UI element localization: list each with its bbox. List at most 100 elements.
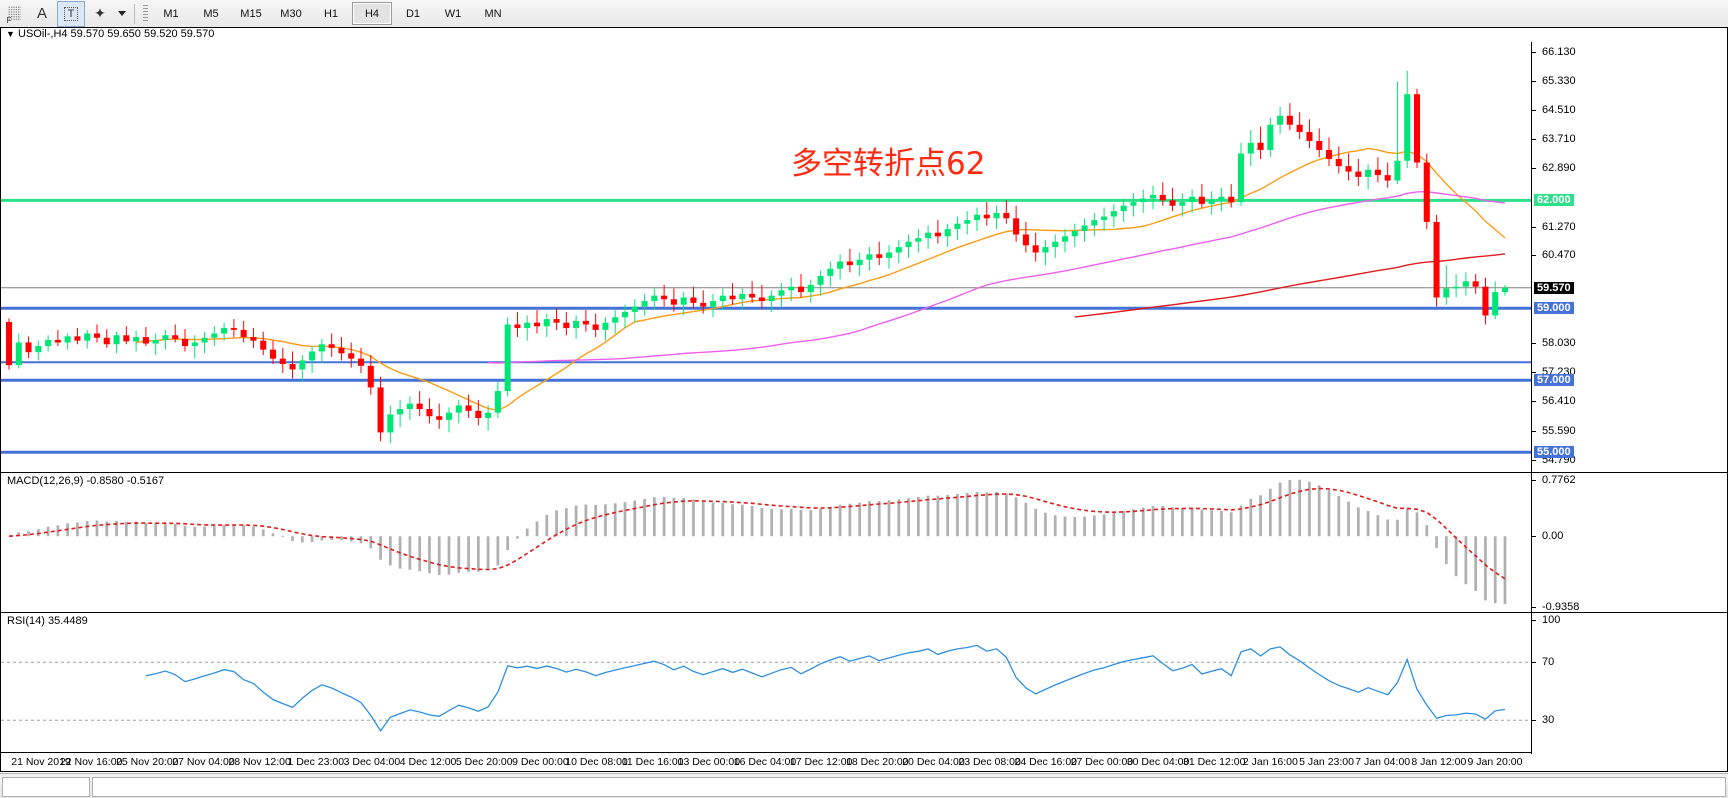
- rsi-axis-tick: [1532, 620, 1536, 621]
- price-axis-tick: [1532, 459, 1536, 461]
- price-axis-label: 60.470: [1542, 249, 1576, 262]
- time-axis-label: 4 Dec 12:00: [399, 756, 457, 768]
- level-tag-55[interactable]: 55.000: [1534, 446, 1574, 459]
- time-axis-label: 5 Jan 23:00: [1299, 756, 1354, 768]
- time-axis-label: 20 Dec 04:00: [902, 756, 965, 768]
- price-axis-tick: [1532, 371, 1536, 373]
- toolbar-grip[interactable]: [140, 2, 150, 26]
- chart-area[interactable]: ▼ USOil-,H4 59.570 59.650 59.520 59.570 …: [0, 27, 1728, 772]
- rsi-axis-label: 70: [1542, 656, 1555, 669]
- price-axis-tick: [1532, 343, 1536, 345]
- macd-axis-tick: [1532, 480, 1536, 481]
- time-axis-label: 16 Dec 04:00: [733, 756, 797, 768]
- price-axis-tick: [1532, 401, 1536, 403]
- price-axis-tick: [1532, 430, 1536, 432]
- time-axis-label: 23 Dec 08:00: [958, 756, 1021, 768]
- time-axis-label: 27 Dec 00:00: [1070, 756, 1134, 768]
- time-axis-label: 28 Nov 12:00: [228, 756, 291, 768]
- timeframe-group: M1 M5 M15 M30 H1 H4 D1 W1 MN: [151, 2, 513, 25]
- status-cell-main: [92, 777, 1726, 797]
- time-axis-label: 18 Dec 20:00: [846, 756, 909, 768]
- timeframe-m30[interactable]: M30: [280, 7, 302, 20]
- time-axis-label: 13 Dec 00:00: [677, 756, 741, 768]
- price-pane[interactable]: 66.130 65.330 64.510 63.710 62.890 61.270 60.4…: [1, 42, 1727, 472]
- time-axis[interactable]: 21 Nov 2019 22 Nov 16:00 25 Nov 20:00 27 No…: [1, 752, 1531, 771]
- price-axis-label: 58.030: [1542, 337, 1576, 350]
- time-axis-label: 10 Dec 08:00: [565, 756, 628, 768]
- status-bar: [0, 773, 1728, 798]
- rsi-plot[interactable]: [1, 613, 1531, 754]
- price-axis-label: 56.410: [1542, 395, 1576, 408]
- macd-axis-tick: [1532, 536, 1536, 538]
- price-axis-tick: [1532, 51, 1536, 53]
- time-axis-label: 30 Dec 04:00: [1126, 756, 1190, 768]
- price-axis-tick: [1532, 138, 1536, 140]
- last-price-tag[interactable]: 59.570: [1534, 281, 1574, 294]
- dropdown-caret-icon[interactable]: [115, 2, 129, 26]
- symbol-header: ▼ USOil-,H4 59.570 59.650 59.520 59.570: [1, 28, 1727, 42]
- rsi-title: RSI(14) 35.4489: [7, 615, 88, 627]
- symbol-header-text: USOil-,H4 59.570 59.650 59.520 59.570: [18, 28, 215, 40]
- timeframe-m5[interactable]: M5: [203, 7, 219, 20]
- price-axis-label: 64.510: [1542, 104, 1576, 116]
- text-label-icon[interactable]: A: [36, 5, 47, 22]
- timeframe-mn[interactable]: MN: [484, 7, 502, 20]
- time-axis-label: 22 Nov 16:00: [59, 756, 123, 768]
- level-tag-62[interactable]: 62.000: [1534, 194, 1574, 207]
- time-axis-label: 2 Jan 16:00: [1242, 756, 1298, 768]
- macd-title: MACD(12,26,9) -0.8580 -0.5167: [7, 475, 165, 487]
- rsi-axis-label: 30: [1542, 714, 1555, 727]
- time-axis-label: 9 Jan 20:00: [1467, 756, 1523, 768]
- time-axis-label: 27 Nov 04:00: [172, 756, 235, 768]
- price-axis-tick: [1532, 168, 1536, 170]
- macd-axis[interactable]: 0.7762 0.00 -0.9358: [1531, 473, 1727, 613]
- rsi-axis-tick: [1532, 662, 1536, 664]
- time-axis-label: 1 Dec 23:00: [287, 756, 345, 768]
- macd-axis-label: -0.9358: [1542, 600, 1580, 613]
- macd-axis-tick: [1532, 606, 1536, 608]
- price-axis-label: 65.330: [1542, 74, 1576, 87]
- chart-annotation: 多空转折点62: [791, 146, 986, 182]
- timeframe-m1[interactable]: M1: [163, 7, 179, 20]
- price-axis-label: 66.130: [1542, 45, 1576, 58]
- macd-pane[interactable]: MACD(12,26,9) -0.8580 -0.5167 0.7762 0.00…: [1, 472, 1727, 613]
- time-axis-label: 3 Dec 04:00: [343, 756, 401, 768]
- main-toolbar: F A T ✦ M1 M5 M15 M30 H1 H4 D1 W1 MN: [0, 0, 1728, 28]
- rsi-axis-label: 100: [1542, 614, 1561, 626]
- price-axis-tick: [1532, 226, 1536, 228]
- time-axis-label: 21 Nov 2019: [11, 756, 71, 768]
- time-axis-label: 11 Dec 16:00: [621, 756, 684, 768]
- collapse-icon[interactable]: ▼: [6, 29, 15, 39]
- text-box-icon[interactable]: T: [57, 0, 85, 27]
- timeframe-m15[interactable]: M15: [240, 7, 262, 20]
- price-axis-tick: [1532, 110, 1536, 111]
- rsi-axis-tick: [1532, 720, 1536, 722]
- toolbar-divider: [134, 3, 135, 24]
- rsi-axis[interactable]: 100 70 30: [1531, 613, 1727, 754]
- timeframe-d1[interactable]: D1: [405, 7, 421, 20]
- level-tag-59[interactable]: 59.000: [1534, 302, 1574, 315]
- macd-axis-label: 0.00: [1542, 530, 1564, 543]
- time-axis-label: 9 Dec 00:00: [512, 756, 569, 768]
- timeframe-h4[interactable]: H4: [352, 2, 392, 25]
- time-axis-label: 24 Dec 16:00: [1014, 756, 1077, 768]
- price-plot[interactable]: [1, 42, 1531, 472]
- time-axis-label: 25 Nov 20:00: [116, 756, 179, 768]
- timeframe-h1[interactable]: H1: [323, 7, 339, 20]
- status-cell-left: [2, 777, 90, 797]
- price-axis-label: 55.590: [1542, 424, 1576, 437]
- crosshair-f-icon[interactable]: F: [1, 2, 27, 26]
- macd-plot[interactable]: [1, 473, 1531, 612]
- shapes-icon[interactable]: ✦: [94, 5, 106, 21]
- time-axis-label: 31 Dec 12:00: [1182, 756, 1246, 768]
- level-tag-57[interactable]: 57.000: [1534, 374, 1574, 387]
- price-axis-label: 63.710: [1542, 132, 1576, 145]
- price-axis-tick: [1532, 80, 1536, 82]
- time-axis-label: 7 Jan 04:00: [1355, 756, 1411, 768]
- time-axis-label: 8 Jan 12:00: [1411, 756, 1467, 768]
- rsi-pane[interactable]: RSI(14) 35.4489 100 70 30: [1, 612, 1727, 754]
- price-axis[interactable]: 66.130 65.330 64.510 63.710 62.890 61.270 60.4…: [1531, 42, 1727, 472]
- price-axis-tick: [1532, 255, 1536, 257]
- time-axis-label: 17 Dec 12:00: [789, 756, 853, 768]
- timeframe-w1[interactable]: W1: [444, 7, 462, 20]
